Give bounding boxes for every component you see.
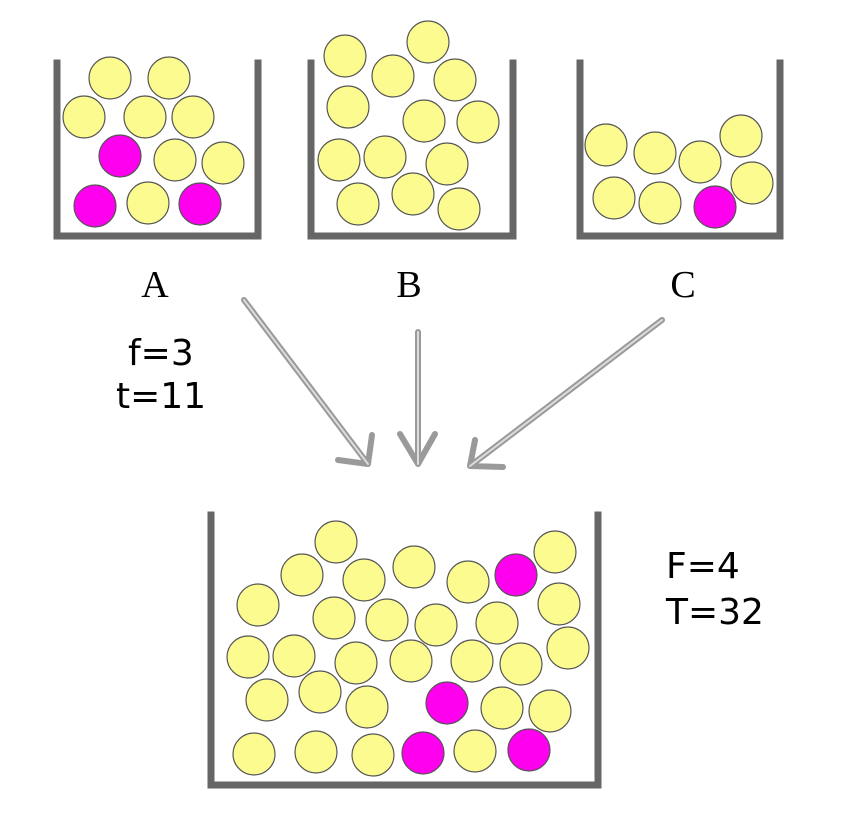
yellow-ball [245, 678, 289, 722]
yellow-ball [475, 601, 519, 645]
yellow-ball [62, 95, 106, 139]
yellow-ball [226, 635, 270, 679]
yellow-ball [402, 99, 446, 143]
yellow-ball [294, 730, 338, 774]
yellow-ball [433, 58, 477, 102]
magenta-ball [507, 728, 551, 772]
yellow-ball [456, 100, 500, 144]
yellow-ball [153, 138, 197, 182]
yellow-ball [363, 135, 407, 179]
yellow-ball [326, 85, 370, 129]
yellow-ball [147, 56, 191, 100]
yellow-ball [314, 520, 358, 564]
yellow-ball [584, 123, 628, 167]
magenta-ball [73, 184, 117, 228]
yellow-ball [546, 626, 590, 670]
yellow-ball [406, 20, 450, 64]
yellow-ball [272, 634, 316, 678]
yellow-ball [528, 689, 572, 733]
yellow-ball [391, 172, 435, 216]
yellow-ball [201, 141, 245, 185]
yellow-ball [425, 142, 469, 186]
sample-t-value: t=11 [116, 376, 206, 417]
container-c-balls [584, 114, 774, 229]
container-c [576, 59, 784, 240]
yellow-ball [480, 686, 524, 730]
yellow-ball [298, 670, 342, 714]
yellow-ball [334, 641, 378, 685]
yellow-ball [730, 161, 774, 205]
yellow-ball [499, 642, 543, 686]
magenta-ball [693, 185, 737, 229]
yellow-ball [351, 733, 395, 777]
yellow-ball [446, 560, 490, 604]
yellow-ball [336, 182, 380, 226]
magenta-ball [178, 182, 222, 226]
container-b-balls [317, 20, 500, 231]
yellow-ball [280, 553, 324, 597]
yellow-ball [414, 603, 458, 647]
yellow-ball [437, 187, 481, 231]
yellow-ball [392, 545, 436, 589]
yellow-ball [232, 732, 276, 776]
arrow-from-c [467, 317, 665, 470]
yellow-ball [719, 114, 763, 158]
yellow-ball [88, 56, 132, 100]
yellow-ball [678, 140, 722, 184]
container-pooled [207, 511, 602, 789]
sample-f-value: f=3 [128, 333, 194, 374]
label-c: C [670, 264, 695, 306]
yellow-ball [389, 639, 433, 683]
yellow-ball [342, 558, 386, 602]
yellow-ball [450, 639, 494, 683]
pooled-t-value: T=32 [665, 592, 764, 633]
yellow-ball [345, 685, 389, 729]
magenta-ball [401, 731, 445, 775]
yellow-ball [171, 95, 215, 139]
magenta-ball [425, 681, 469, 725]
yellow-ball [633, 131, 677, 175]
container-b [307, 59, 517, 240]
yellow-ball [638, 181, 682, 225]
container-a-balls [62, 56, 245, 228]
yellow-ball [323, 34, 367, 78]
magenta-ball [494, 553, 538, 597]
yellow-ball [453, 729, 497, 773]
arrow-from-b [397, 329, 438, 467]
yellow-ball [317, 138, 361, 182]
magenta-ball [98, 134, 142, 178]
label-b: B [396, 264, 421, 306]
yellow-ball [236, 583, 280, 627]
pooled-f-value: F=4 [666, 546, 740, 587]
yellow-ball [312, 596, 356, 640]
arrow-from-a [241, 297, 375, 467]
yellow-ball [533, 530, 577, 574]
yellow-ball [371, 54, 415, 98]
yellow-ball [537, 582, 581, 626]
label-a: A [141, 264, 169, 306]
yellow-ball [126, 181, 170, 225]
container-a [53, 59, 262, 240]
yellow-ball [123, 95, 167, 139]
yellow-ball [592, 176, 636, 220]
yellow-ball [365, 598, 409, 642]
container-pooled-balls [226, 520, 590, 777]
